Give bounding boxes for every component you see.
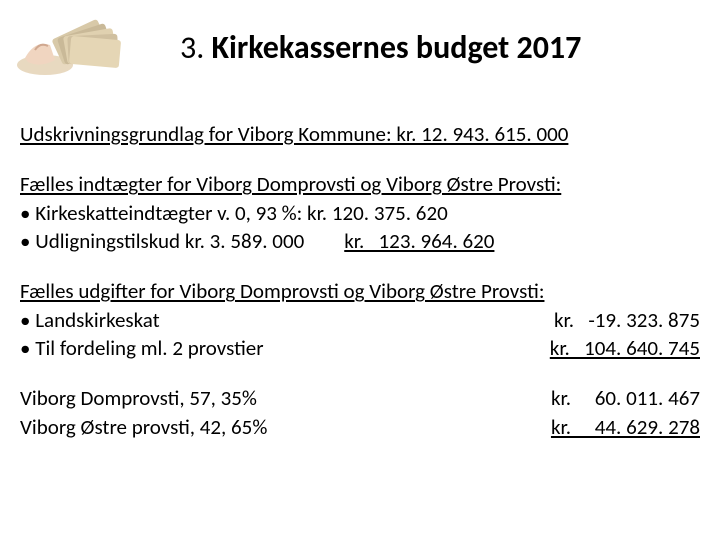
udskrivning-line: Udskrivningsgrundlag for Viborg Kommune:… xyxy=(20,121,568,147)
indtaegter-heading: Fælles indtægter for Viborg Domprovsti o… xyxy=(20,170,700,198)
money-image xyxy=(10,10,140,80)
section-fordeling: Viborg Domprovsti, 57, 35% kr. 60. 011. … xyxy=(20,384,700,441)
content-area: Udskrivningsgrundlag for Viborg Kommune:… xyxy=(20,120,700,463)
domprovsti-row: Viborg Domprovsti, 57, 35% kr. 60. 011. … xyxy=(20,384,700,412)
title-main: Kirkekassernes budget 2017 xyxy=(212,28,582,67)
kirkeskat-label: Kirkeskatteindtægter v. 0, 93 %: kr. 120… xyxy=(20,199,448,227)
indtaegter-item-1: Kirkeskatteindtægter v. 0, 93 %: kr. 120… xyxy=(20,199,700,227)
udgifter-heading: Fælles udgifter for Viborg Domprovsti og… xyxy=(20,277,700,305)
indtaegter-item-2: Udligningstilskud kr. 3. 589. 000 kr. 12… xyxy=(20,227,700,255)
ostre-label: Viborg Østre provsti, 42, 65% xyxy=(20,413,267,441)
udligning-label: Udligningstilskud kr. 3. 589. 000 xyxy=(20,227,304,255)
fordeling-label: Til fordeling ml. 2 provstier xyxy=(20,334,264,362)
title-number: 3. xyxy=(180,28,212,67)
udgifter-item-2: Til fordeling ml. 2 provstier kr. 104. 6… xyxy=(20,334,700,362)
landskirkeskat-label: Landskirkeskat xyxy=(20,306,160,334)
landskirkeskat-amount: kr. -19. 323. 875 xyxy=(520,306,700,334)
section-indtaegter: Fælles indtægter for Viborg Domprovsti o… xyxy=(20,170,700,255)
domprovsti-amount: kr. 60. 011. 467 xyxy=(520,384,700,412)
ostre-row: Viborg Østre provsti, 42, 65% kr. 44. 62… xyxy=(20,413,700,441)
udgifter-item-1: Landskirkeskat kr. -19. 323. 875 xyxy=(20,306,700,334)
fordeling-amount: kr. 104. 640. 745 xyxy=(520,334,700,362)
ostre-amount: kr. 44. 629. 278 xyxy=(520,413,700,441)
indtaegter-total: kr. 123. 964. 620 xyxy=(344,227,494,255)
section-udgifter: Fælles udgifter for Viborg Domprovsti og… xyxy=(20,277,700,362)
page-title: 3. Kirkekassernes budget 2017 xyxy=(180,28,581,67)
domprovsti-label: Viborg Domprovsti, 57, 35% xyxy=(20,384,257,412)
section-udskrivning: Udskrivningsgrundlag for Viborg Kommune:… xyxy=(20,120,700,148)
